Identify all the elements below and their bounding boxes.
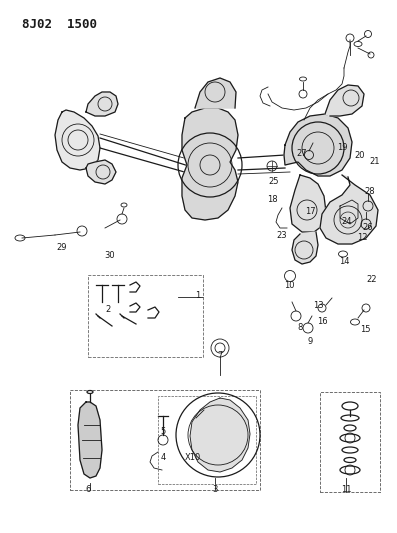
Bar <box>158 396 256 484</box>
Text: X10: X10 <box>185 454 201 463</box>
Bar <box>70 390 260 490</box>
Text: 3: 3 <box>212 486 218 495</box>
Polygon shape <box>320 175 378 244</box>
Text: 6: 6 <box>85 486 91 495</box>
Polygon shape <box>182 108 238 220</box>
Polygon shape <box>195 78 236 108</box>
Text: 20: 20 <box>355 151 365 160</box>
Text: 14: 14 <box>339 257 349 266</box>
Polygon shape <box>325 85 364 116</box>
Text: 28: 28 <box>365 187 375 196</box>
Polygon shape <box>78 402 102 478</box>
Text: 9: 9 <box>307 337 312 346</box>
Text: 29: 29 <box>57 244 67 253</box>
Polygon shape <box>86 92 118 116</box>
Text: 21: 21 <box>370 157 380 166</box>
Text: 7: 7 <box>217 351 223 359</box>
Text: 23: 23 <box>277 230 287 239</box>
Text: 12: 12 <box>357 233 367 243</box>
Text: 17: 17 <box>304 207 315 216</box>
Text: 26: 26 <box>363 223 373 232</box>
Polygon shape <box>55 110 100 170</box>
Text: 19: 19 <box>337 143 347 152</box>
Text: 1: 1 <box>195 290 200 300</box>
Polygon shape <box>190 398 250 472</box>
Text: 22: 22 <box>367 276 377 285</box>
Text: 13: 13 <box>313 301 323 310</box>
Text: 8: 8 <box>297 324 303 333</box>
Polygon shape <box>290 175 326 232</box>
Text: 10: 10 <box>284 280 294 289</box>
Text: 16: 16 <box>317 318 327 327</box>
Bar <box>320 392 380 492</box>
Text: 8J02  1500: 8J02 1500 <box>22 18 97 31</box>
Text: 25: 25 <box>269 177 279 187</box>
Polygon shape <box>292 232 318 264</box>
Text: 5: 5 <box>160 427 166 437</box>
Text: 4: 4 <box>160 454 166 463</box>
Bar <box>88 275 203 357</box>
Text: 30: 30 <box>105 251 115 260</box>
Text: 24: 24 <box>342 217 352 227</box>
Polygon shape <box>284 114 352 176</box>
Text: 2: 2 <box>105 305 111 314</box>
Text: 27: 27 <box>297 149 307 157</box>
Text: 18: 18 <box>267 196 278 205</box>
Text: 15: 15 <box>360 326 370 335</box>
Text: 11: 11 <box>341 486 351 495</box>
Polygon shape <box>86 160 116 184</box>
